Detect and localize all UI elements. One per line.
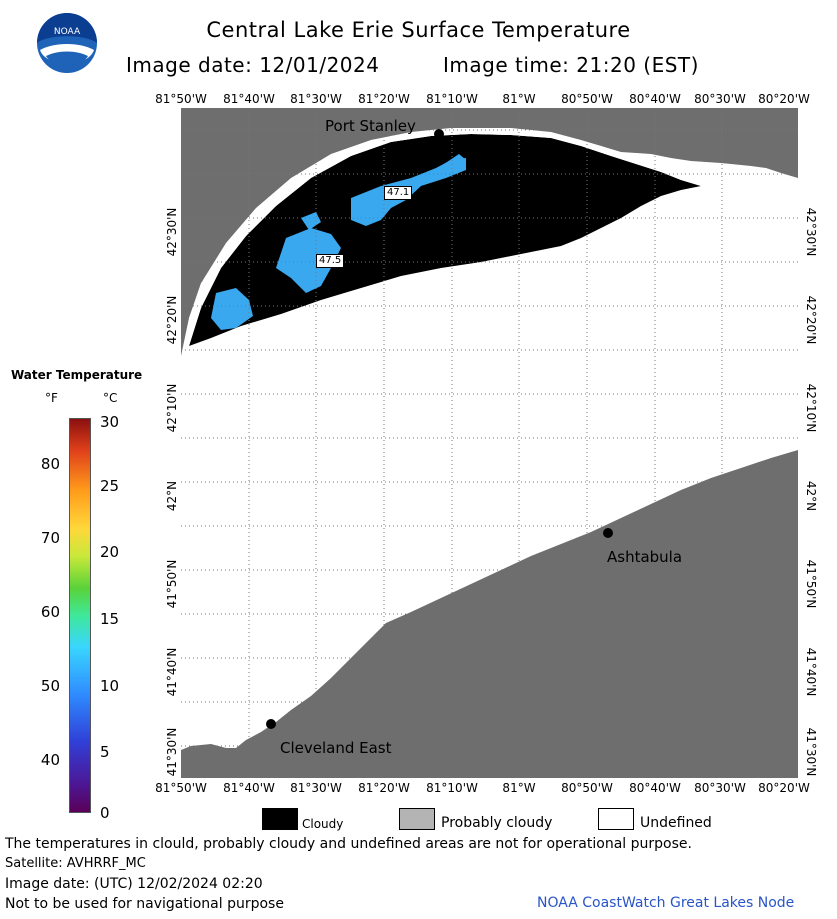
lake-map [181,108,798,778]
noaa-logo: NOAA [37,13,97,73]
svg-text:NOAA: NOAA [54,27,81,37]
credit-text: NOAA CoastWatch Great Lakes Node [537,895,795,911]
lon-tick-bottom: 81°W [502,781,536,795]
temperature-colorbar [69,418,91,813]
cloud-area [189,134,701,346]
lon-tick-bottom: 81°20'W [358,781,410,795]
lat-tick-left: 42°30'N [165,207,179,257]
colorbar-c-label: 20 [100,543,120,561]
lon-tick-top: 81°20'W [358,92,410,106]
lat-tick-left: 42°10'N [165,383,179,433]
lat-tick-left: 41°50'N [165,559,179,609]
lat-tick-right: 41°30'N [804,727,818,777]
legend-swatch-probably-cloudy [399,808,435,830]
lat-tick-left: 41°40'N [165,647,179,697]
navigation-warning: Not to be used for navigational purpose [5,896,284,912]
south-shore-land [181,450,798,778]
cleveland-east-marker [266,719,276,729]
lat-tick-right: 41°50'N [804,559,818,609]
colorbar-f-label: 70 [40,529,60,547]
legend-label-probably-cloudy: Probably cloudy [441,815,553,831]
lon-tick-top: 81°40'W [223,92,275,106]
image-time: Image time: 21:20 (EST) [443,53,699,77]
legend-swatch-cloudy [262,808,298,830]
temp-label: 47.1 [384,186,413,200]
lon-tick-top: 81°50'W [155,92,207,106]
legend-title: Water Temperature [11,368,143,382]
lon-tick-top: 81°10'W [426,92,478,106]
colorbar-f-label: 40 [40,751,60,769]
legend-swatch-undefined [598,808,634,830]
page-title: Central Lake Erie Surface Temperature [206,18,631,42]
colorbar-c-label: 15 [100,610,120,628]
colorbar-c-label: 30 [100,413,120,431]
legend-label-undefined: Undefined [640,815,712,831]
north-shore-land [181,108,798,356]
utc-date-text: Image date: (UTC) 12/02/2024 02:20 [5,876,263,892]
northeast-land [743,112,798,166]
lon-tick-bottom: 81°50'W [155,781,207,795]
colorbar-c-label: 0 [100,804,110,822]
lat-tick-left: 41°30'N [165,727,179,777]
unit-celsius: °C [103,391,118,405]
lon-tick-top: 80°40'W [629,92,681,106]
temp-label: 47.5 [316,254,345,268]
lon-tick-bottom: 80°20'W [758,781,810,795]
colorbar-f-label: 50 [40,677,60,695]
ashtabula-marker [603,528,613,538]
lat-tick-right: 42°10'N [804,383,818,433]
colorbar-f-label: 60 [40,603,60,621]
lat-tick-right: 41°40'N [804,647,818,697]
disclaimer-text: The temperatures in clould, probably clo… [5,836,692,852]
lon-tick-bottom: 80°50'W [561,781,613,795]
lat-tick-right: 42°N [804,480,818,512]
lon-tick-top: 80°20'W [758,92,810,106]
lon-tick-top: 80°50'W [561,92,613,106]
image-date: Image date: 12/01/2024 [126,53,380,77]
unit-fahrenheit: °F [45,391,58,405]
lat-tick-right: 42°20'N [804,295,818,345]
port-stanley-marker [434,129,444,139]
satellite-text: Satellite: AVHRRF_MC [5,856,146,871]
lon-tick-bottom: 81°30'W [290,781,342,795]
lat-tick-right: 42°30'N [804,207,818,257]
lon-tick-top: 81°30'W [290,92,342,106]
colorbar-f-label: 80 [40,455,60,473]
lon-tick-top: 80°30'W [694,92,746,106]
legend-label-cloudy: Cloudy [302,817,344,831]
lon-tick-bottom: 81°10'W [426,781,478,795]
lon-tick-bottom: 80°30'W [694,781,746,795]
colorbar-c-label: 25 [100,477,120,495]
city-label-port-stanley: Port Stanley [325,117,416,135]
colorbar-c-label: 10 [100,677,120,695]
lon-tick-bottom: 81°40'W [223,781,275,795]
colorbar-c-label: 5 [100,743,110,761]
city-label-cleveland-east: Cleveland East [280,739,392,757]
lon-tick-top: 81°W [502,92,536,106]
lon-tick-bottom: 80°40'W [629,781,681,795]
city-label-ashtabula: Ashtabula [607,548,683,566]
lat-tick-left: 42°N [165,480,179,512]
lat-tick-left: 42°20'N [165,295,179,345]
